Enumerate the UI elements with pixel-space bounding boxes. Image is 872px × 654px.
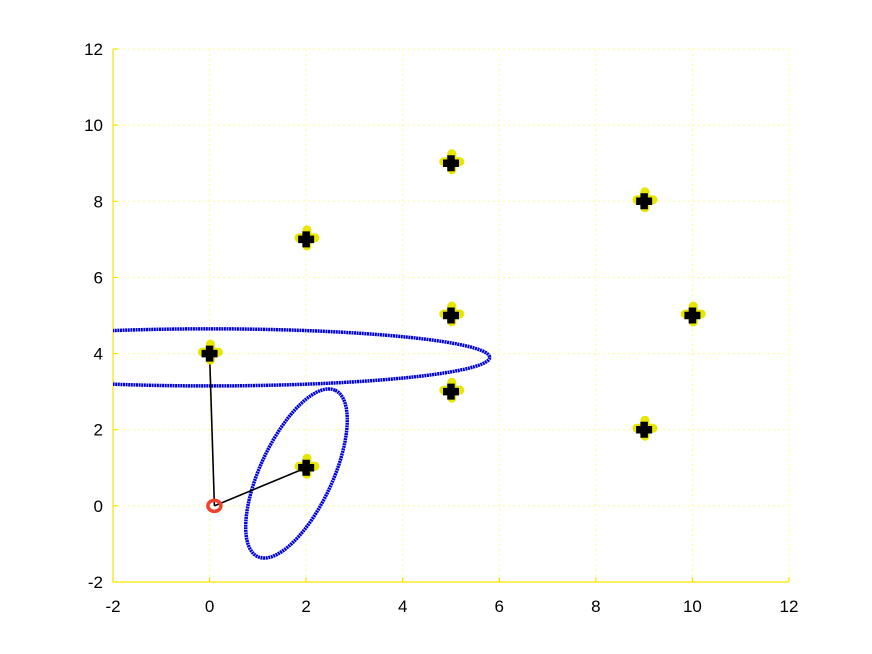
y-tick-label-0: -2 — [88, 573, 103, 592]
landmarks — [197, 149, 706, 479]
observation-line-1 — [214, 467, 307, 507]
y-tick-label-6: 10 — [84, 116, 103, 135]
y-tick-label-2: 2 — [94, 421, 103, 440]
x-tick-label-4: 6 — [495, 597, 504, 616]
landmark-marker-3 — [439, 149, 465, 175]
x-tick-label-2: 2 — [301, 597, 310, 616]
uncertainty-ellipse-1 — [243, 387, 350, 560]
x-tick-label-3: 4 — [398, 597, 407, 616]
landmark-marker-1 — [294, 453, 320, 479]
x-tick-label-5: 8 — [591, 597, 600, 616]
observation-line-0 — [208, 353, 216, 506]
observation-lines — [208, 353, 307, 507]
landmark-marker-5 — [439, 377, 465, 403]
uncertainty-ellipses — [113, 327, 492, 560]
y-tick-label-3: 4 — [94, 345, 103, 364]
landmark-marker-7 — [632, 415, 658, 441]
y-tick-label-5: 8 — [94, 192, 103, 211]
y-tick-label-4: 6 — [94, 268, 103, 287]
y-tick-label-7: 12 — [84, 40, 103, 59]
axes — [112, 48, 790, 583]
landmark-marker-0 — [197, 339, 223, 365]
x-tick-label-6: 10 — [683, 597, 702, 616]
landmark-marker-8 — [680, 301, 706, 327]
landmark-marker-2 — [294, 225, 320, 251]
uncertainty-ellipse-0 — [113, 327, 492, 388]
tick-labels: -2 0 2 4 6 8 10 12 -2 0 2 4 6 8 10 12 — [84, 40, 798, 616]
y-tick-label-1: 0 — [94, 497, 103, 516]
x-tick-label-7: 12 — [780, 597, 799, 616]
landmark-marker-6 — [632, 187, 658, 213]
x-tick-label-0: -2 — [105, 597, 120, 616]
landmark-marker-4 — [439, 301, 465, 327]
plot-area — [113, 149, 706, 560]
robot — [206, 498, 223, 514]
x-tick-label-1: 0 — [205, 597, 214, 616]
robot-marker — [206, 498, 223, 514]
